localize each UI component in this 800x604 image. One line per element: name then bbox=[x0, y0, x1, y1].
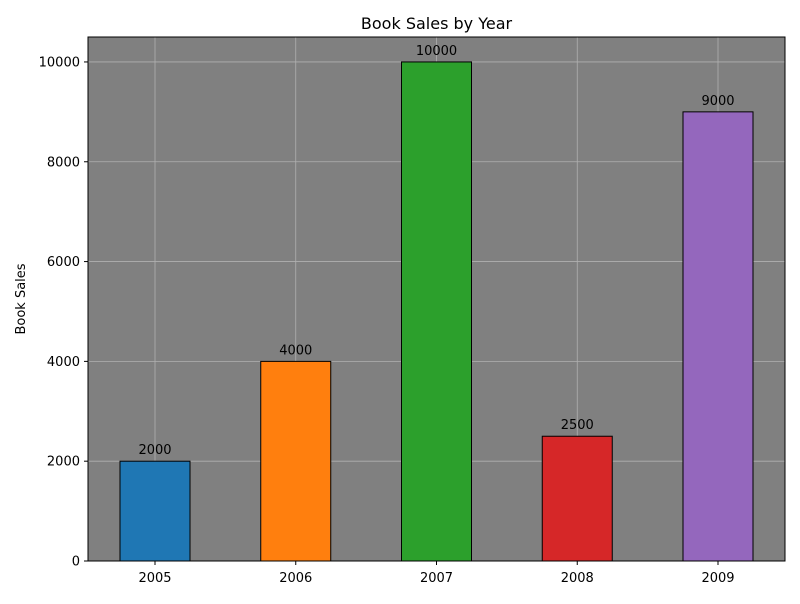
bar-2005 bbox=[119, 460, 191, 562]
bar-2007 bbox=[401, 61, 472, 562]
bar-value-label: 9000 bbox=[701, 94, 734, 109]
x-tick-label: 2005 bbox=[138, 571, 171, 586]
y-tick-label: 10000 bbox=[39, 55, 80, 70]
y-axis-title: Book Sales bbox=[14, 263, 29, 334]
plot-frame bbox=[87, 36, 786, 562]
bar-value-label: 2500 bbox=[561, 418, 594, 433]
y-tick-label: 6000 bbox=[47, 255, 80, 270]
x-tick-label: 2009 bbox=[701, 571, 734, 586]
bar-value-label: 2000 bbox=[138, 443, 171, 458]
bars: 2000 4000 10000 2500 9000 bbox=[119, 44, 754, 562]
chart-title: Book Sales by Year bbox=[361, 14, 513, 33]
bar-value-label: 4000 bbox=[279, 343, 312, 358]
x-tick-label: 2006 bbox=[279, 571, 312, 586]
bar-value-label: 10000 bbox=[416, 44, 457, 59]
bar-2006 bbox=[260, 360, 332, 562]
axis-ticks: 0 2000 4000 6000 8000 10000 2005 2006 2007 2008 20… bbox=[39, 55, 735, 586]
x-tick-label: 2007 bbox=[420, 571, 453, 586]
bar-2009 bbox=[682, 111, 754, 562]
x-tick-label: 2008 bbox=[561, 571, 594, 586]
y-tick-label: 0 bbox=[72, 555, 80, 570]
bar-2008 bbox=[541, 435, 613, 562]
y-tick-label: 2000 bbox=[47, 455, 80, 470]
y-tick-label: 4000 bbox=[47, 355, 80, 370]
y-tick-label: 8000 bbox=[47, 155, 80, 170]
